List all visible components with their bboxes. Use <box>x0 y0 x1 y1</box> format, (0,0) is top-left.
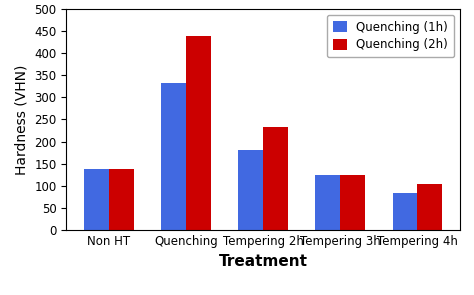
Bar <box>186 36 210 230</box>
Y-axis label: Hardness (VHN): Hardness (VHN) <box>15 64 29 175</box>
X-axis label: Treatment: Treatment <box>219 253 308 268</box>
Bar <box>109 169 134 230</box>
Bar <box>238 150 263 230</box>
Bar <box>84 169 109 230</box>
Bar <box>417 183 442 230</box>
Bar <box>392 193 417 230</box>
Bar <box>316 175 340 230</box>
Bar <box>263 127 288 230</box>
Legend: Quenching (1h), Quenching (2h): Quenching (1h), Quenching (2h) <box>327 15 454 57</box>
Bar <box>340 175 365 230</box>
Bar <box>161 83 186 230</box>
